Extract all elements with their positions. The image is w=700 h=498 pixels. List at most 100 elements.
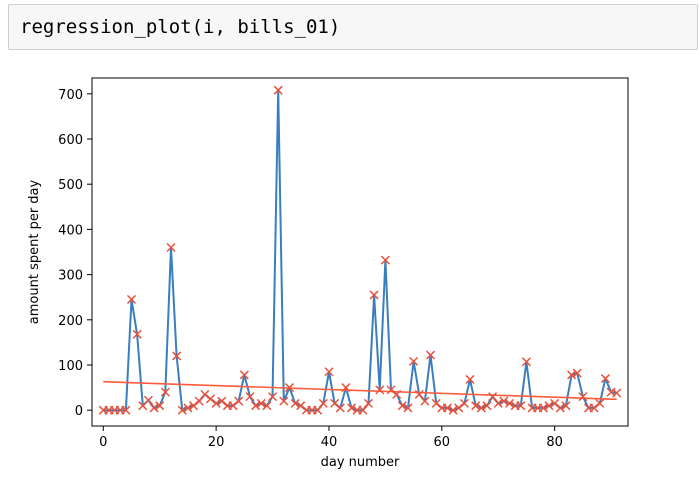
data-point — [544, 401, 554, 411]
data-point — [555, 403, 565, 413]
y-tick-label: 600 — [58, 133, 83, 148]
plot-frame — [91, 77, 629, 427]
x-axis-label: day number — [321, 455, 400, 470]
data-point — [589, 403, 599, 413]
data-point — [273, 85, 283, 95]
data-point — [189, 401, 199, 411]
data-point — [409, 356, 419, 366]
data-point — [386, 385, 396, 395]
data-point — [493, 398, 503, 408]
x-tick-label: 0 — [99, 435, 107, 450]
data-point — [380, 255, 390, 265]
data-point — [363, 398, 373, 408]
data-point — [217, 396, 227, 406]
data-point — [200, 389, 210, 399]
data-point — [262, 401, 272, 411]
data-point — [369, 290, 379, 300]
data-point — [234, 396, 244, 406]
data-point — [504, 398, 515, 408]
data-point — [245, 392, 255, 402]
data-point — [324, 367, 334, 377]
data-point — [268, 392, 278, 402]
series-line — [103, 89, 617, 412]
axis-ticks: 0 20 40 60 80 0 100 200 300 400 500 600 700 — [58, 88, 563, 450]
data-point — [550, 398, 560, 408]
data-point — [205, 394, 216, 404]
regression-line — [103, 380, 617, 401]
regression-plot: 0 20 40 60 80 0 100 200 300 400 500 600 700 day numb… — [27, 77, 629, 470]
data-point — [183, 403, 193, 413]
data-point — [251, 401, 261, 411]
data-point — [155, 401, 165, 411]
data-point — [488, 392, 498, 402]
data-point — [572, 368, 582, 378]
y-tick-label: 0 — [75, 404, 83, 419]
y-tick-label: 300 — [58, 269, 83, 284]
data-point — [166, 242, 176, 253]
y-tick-label: 400 — [58, 223, 83, 238]
data-point — [290, 398, 300, 408]
data-point — [414, 389, 424, 399]
data-point — [397, 401, 407, 411]
data-point — [211, 398, 221, 408]
y-tick-label: 500 — [58, 178, 83, 193]
data-point — [600, 374, 610, 384]
data-point — [177, 405, 187, 415]
data-point — [296, 401, 306, 411]
data-point — [228, 401, 238, 411]
data-point — [482, 401, 492, 411]
data-point — [595, 398, 605, 408]
data-point — [499, 396, 509, 406]
x-tick-label: 80 — [546, 435, 563, 450]
data-point — [425, 350, 436, 360]
data-point — [431, 398, 441, 408]
data-point — [279, 396, 289, 406]
data-point — [149, 403, 159, 413]
data-point — [160, 387, 170, 397]
data-point — [403, 403, 413, 413]
data-point — [194, 396, 204, 406]
y-tick-label: 200 — [58, 314, 83, 329]
data-point — [256, 398, 266, 408]
y-tick-label: 100 — [58, 359, 83, 374]
data-point — [341, 383, 351, 393]
data-point — [172, 351, 182, 361]
data-point — [448, 405, 458, 415]
data-point — [143, 395, 153, 405]
data-point — [465, 374, 475, 384]
x-tick-label: 40 — [321, 435, 338, 450]
data-point — [454, 403, 464, 413]
y-tick-label: 700 — [58, 88, 83, 103]
data-point — [392, 389, 402, 399]
data-point — [126, 294, 137, 304]
data-point — [318, 398, 328, 408]
code-cell-source[interactable]: regression_plot(i, bills_01) — [20, 16, 341, 38]
data-point — [132, 329, 142, 339]
data-point — [459, 398, 469, 408]
data-point — [358, 405, 368, 415]
x-tick-label: 60 — [434, 435, 451, 450]
data-point — [313, 405, 323, 415]
data-point — [476, 403, 486, 413]
data-point — [335, 403, 345, 413]
plot-marks — [98, 85, 622, 415]
cell-output: 0 20 40 60 80 0 100 200 300 400 500 600 700 day numb… — [0, 58, 700, 498]
data-point — [612, 388, 622, 398]
data-point — [567, 370, 577, 380]
data-point — [347, 403, 357, 413]
data-point — [121, 405, 131, 415]
data-point — [561, 401, 571, 411]
data-point — [239, 370, 249, 380]
code-cell[interactable]: regression_plot(i, bills_01) — [8, 4, 698, 50]
data-point — [284, 383, 295, 393]
data-point — [330, 398, 340, 408]
data-point — [516, 401, 526, 411]
data-point — [471, 401, 481, 411]
data-point — [375, 385, 385, 395]
data-point — [521, 357, 531, 367]
data-point — [578, 392, 588, 402]
data-point — [442, 403, 452, 413]
data-point — [420, 396, 430, 406]
data-point — [538, 403, 548, 413]
y-axis-label: amount spent per day — [27, 179, 42, 324]
